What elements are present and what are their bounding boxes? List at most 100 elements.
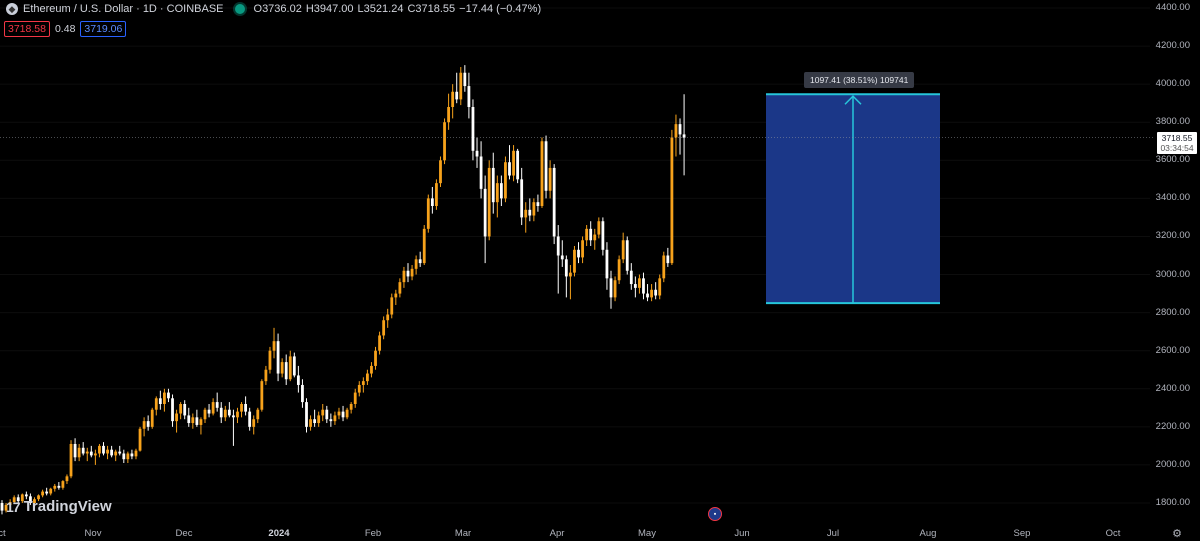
- candle-body: [57, 485, 61, 488]
- candle: [171, 394, 174, 427]
- candle: [597, 217, 601, 239]
- time-axis-label: Nov: [84, 528, 102, 539]
- candle-body: [288, 356, 292, 380]
- candle-body: [53, 485, 57, 489]
- gear-icon[interactable]: ⚙: [1172, 527, 1182, 540]
- current-price-tag: 3718.55 03:34:54: [1157, 132, 1197, 154]
- ethereum-icon: ◆: [6, 3, 18, 15]
- tradingview-logo[interactable]: 17 TradingView: [6, 498, 112, 515]
- candle: [520, 167, 524, 226]
- candle: [8, 499, 12, 507]
- candle: [77, 443, 81, 462]
- candle: [658, 274, 662, 300]
- us-economic-event-icon[interactable]: ▪: [708, 507, 722, 521]
- candle: [317, 411, 321, 427]
- candle-body: [292, 356, 296, 376]
- candle: [613, 276, 617, 302]
- time-axis-label: 2024: [268, 528, 290, 539]
- candle-body: [41, 491, 44, 496]
- candle: [37, 494, 40, 502]
- candle-body: [4, 504, 8, 511]
- candle: [73, 438, 77, 462]
- measure-label[interactable]: 1097.41 (38.51%) 109741: [804, 72, 915, 88]
- candle-body: [276, 341, 280, 374]
- candle-body: [232, 415, 235, 418]
- candle-body: [642, 278, 645, 294]
- candle-body: [296, 375, 300, 385]
- candle-body: [670, 137, 674, 264]
- candle-body: [240, 404, 243, 412]
- candle: [20, 493, 24, 503]
- candle-body: [366, 373, 369, 382]
- candle: [670, 129, 674, 266]
- buy-button[interactable]: 3719.06: [80, 21, 127, 37]
- candle-body: [512, 150, 515, 176]
- candle-body: [171, 398, 174, 422]
- candle-body: [528, 209, 532, 216]
- candle: [81, 442, 85, 456]
- candle-body: [491, 167, 495, 203]
- candle-body: [633, 284, 637, 288]
- candle-body: [158, 398, 162, 404]
- price-axis-label: 3600.00: [1155, 154, 1190, 166]
- candle: [410, 265, 414, 281]
- candle-body: [662, 255, 666, 279]
- price-axis-label: 2000.00: [1155, 458, 1190, 470]
- candle-body: [573, 249, 576, 273]
- candle-body: [191, 417, 195, 424]
- candle-body: [601, 221, 605, 250]
- candle-body: [317, 415, 321, 424]
- candle-body: [8, 502, 12, 505]
- time-axis-label: Apr: [549, 528, 565, 539]
- market-status-icon[interactable]: [234, 4, 245, 14]
- candle: [175, 409, 178, 433]
- candle: [223, 405, 227, 422]
- candle: [93, 449, 97, 465]
- candle-body: [540, 141, 544, 206]
- candle: [459, 67, 463, 106]
- candle: [150, 407, 154, 429]
- candle-body: [163, 392, 166, 404]
- candle: [309, 415, 312, 431]
- candle: [296, 365, 300, 393]
- candle-body: [16, 497, 20, 502]
- candle: [349, 402, 353, 414]
- candle-body: [29, 496, 32, 503]
- candle: [451, 84, 455, 119]
- time-axis-label: May: [638, 528, 656, 539]
- candle: [24, 491, 28, 500]
- candle: [61, 480, 65, 490]
- candle-body: [422, 228, 426, 264]
- candle: [199, 417, 203, 435]
- candle: [439, 156, 442, 187]
- candle-body: [313, 419, 317, 424]
- candle-body: [430, 198, 434, 206]
- measure-tool[interactable]: [766, 93, 940, 305]
- candle-body: [390, 297, 394, 315]
- price-axis-label: 2800.00: [1155, 306, 1190, 318]
- candle-body: [569, 272, 572, 277]
- candle-body: [321, 409, 325, 416]
- symbol-title[interactable]: Ethereum / U.S. Dollar · 1D · COINBASE: [23, 3, 224, 15]
- candle: [544, 135, 548, 199]
- candle: [487, 160, 491, 241]
- candle-body: [98, 445, 101, 454]
- price-change: −17.44 (−0.47%): [459, 3, 542, 15]
- candle: [4, 503, 8, 513]
- candle-body: [12, 497, 16, 503]
- symbol-legend[interactable]: ◆ Ethereum / U.S. Dollar · 1D · COINBASE…: [6, 3, 541, 15]
- sell-button[interactable]: 3718.58: [4, 21, 50, 37]
- candle-body: [447, 107, 450, 123]
- candle: [240, 402, 243, 418]
- candle-body: [130, 453, 134, 457]
- candle-body: [467, 86, 471, 107]
- time-axis-label: Jul: [826, 528, 840, 539]
- candle: [422, 225, 426, 266]
- candle: [195, 409, 199, 427]
- candle-body: [617, 259, 621, 281]
- candle-body: [678, 124, 682, 135]
- candle: [244, 396, 247, 416]
- candle-body: [89, 451, 93, 456]
